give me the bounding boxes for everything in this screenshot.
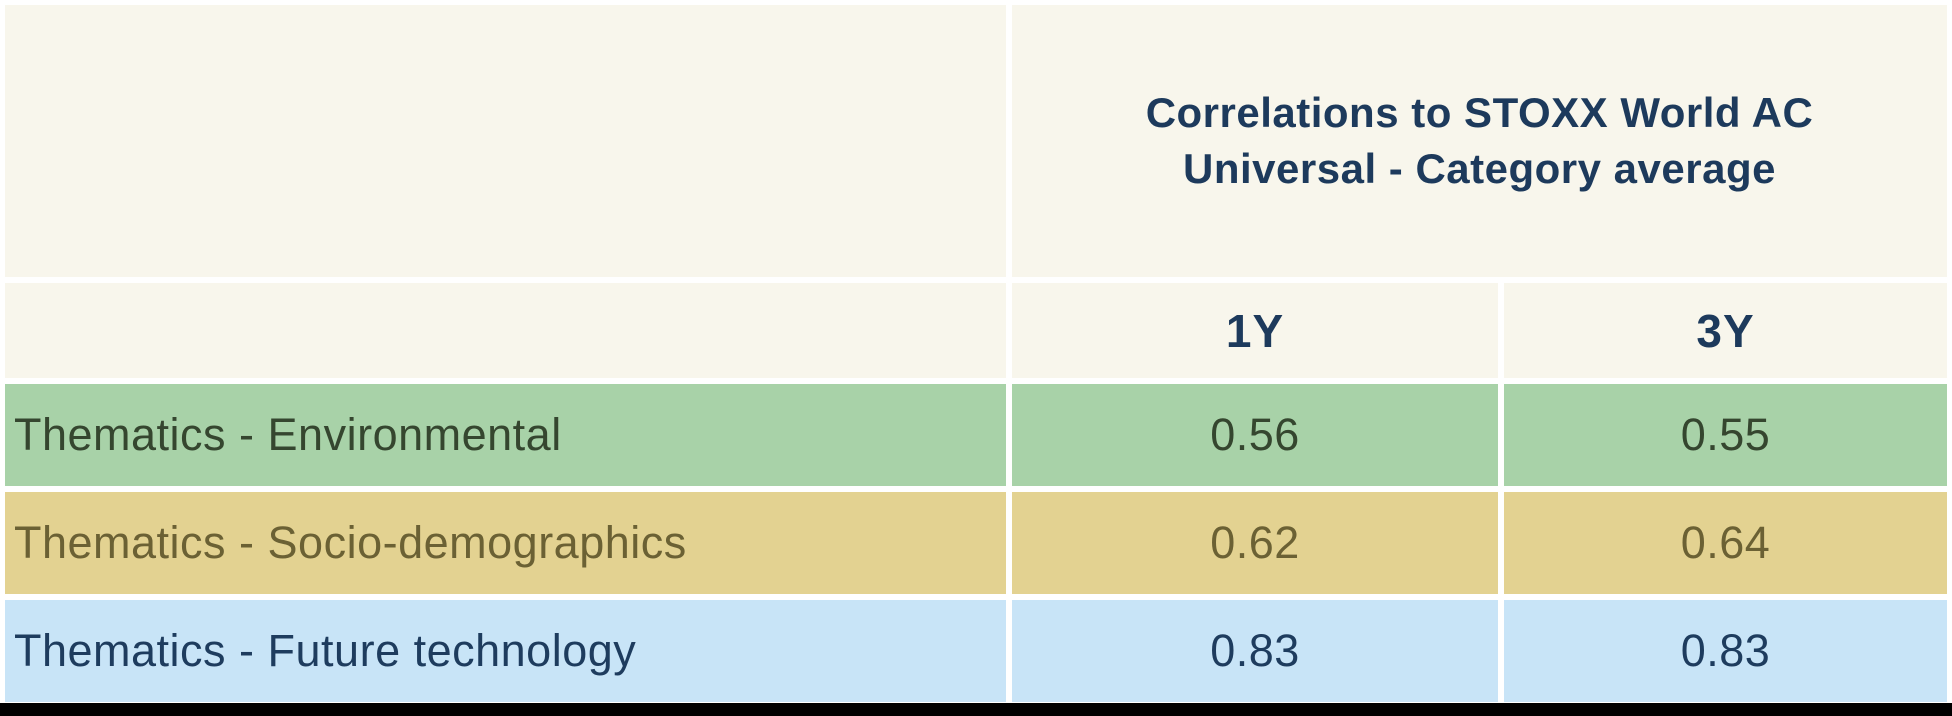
column-header-3y: 3Y: [1504, 283, 1947, 378]
table-corner-cell: [5, 5, 1006, 277]
row-header-spacer-cell: [5, 283, 1006, 378]
column-header-1y: 1Y: [1012, 283, 1498, 378]
value-socio-demographics-1y: 0.62: [1012, 492, 1498, 594]
table-title: Correlations to STOXX World AC Universal…: [1146, 85, 1814, 197]
correlation-table: Correlations to STOXX World AC Universal…: [5, 5, 1947, 702]
row-label-environmental: Thematics - Environmental: [5, 384, 1006, 486]
table-title-line2: Universal - Category average: [1183, 145, 1776, 192]
value-socio-demographics-3y: 0.64: [1504, 492, 1947, 594]
row-label-future-technology: Thematics - Future technology: [5, 600, 1006, 702]
row-label-socio-demographics: Thematics - Socio-demographics: [5, 492, 1006, 594]
value-future-technology-3y: 0.83: [1504, 600, 1947, 702]
bottom-border-bar: [0, 703, 1952, 716]
value-future-technology-1y: 0.83: [1012, 600, 1498, 702]
value-environmental-1y: 0.56: [1012, 384, 1498, 486]
table-title-cell: Correlations to STOXX World AC Universal…: [1012, 5, 1947, 277]
table-title-line1: Correlations to STOXX World AC: [1145, 89, 1814, 136]
value-environmental-3y: 0.55: [1504, 384, 1947, 486]
